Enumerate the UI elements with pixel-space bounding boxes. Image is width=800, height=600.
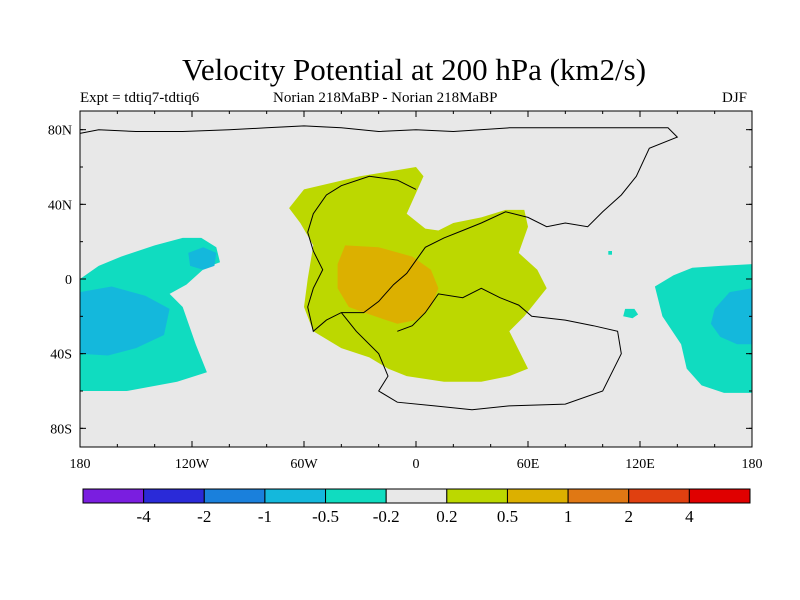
x-tick-label: 120W xyxy=(175,457,210,472)
experiment-label: Expt = tdtiq7-tdtiq6 xyxy=(80,90,200,106)
chart-title: Velocity Potential at 200 hPa (km2/s) xyxy=(181,52,647,87)
negative-small-patch-110e xyxy=(623,308,639,319)
colorbar-box xyxy=(567,488,630,504)
negative-tiny-patch-104e xyxy=(608,251,612,255)
colorbar-box xyxy=(506,488,569,504)
colorbar-box xyxy=(385,488,448,504)
y-tick-label: 80N xyxy=(48,124,72,139)
colorbar-label: 0.2 xyxy=(436,507,457,526)
colorbar-label: -4 xyxy=(137,507,152,526)
negative-west-pacific-core xyxy=(80,286,170,356)
y-tick-label: 0 xyxy=(65,273,72,288)
negative-east-edge-core xyxy=(710,288,752,345)
negative-small-cell-120w xyxy=(188,247,217,270)
colorbar-label: -0.2 xyxy=(373,507,400,526)
colorbar-box xyxy=(264,488,327,504)
colorbar-label: -2 xyxy=(197,507,211,526)
colorbar-box xyxy=(446,488,508,504)
colorbar-box xyxy=(143,488,205,504)
x-tick-label: 180 xyxy=(70,457,91,472)
colorbar-label: 2 xyxy=(624,507,633,526)
colorbar-box xyxy=(82,488,145,504)
colorbar-box xyxy=(628,488,690,504)
x-tick-label: 120E xyxy=(625,457,655,472)
colorbar-box xyxy=(688,488,751,504)
pangaea-outline xyxy=(79,125,679,333)
x-tick-label: 60E xyxy=(517,457,540,472)
y-tick-label: 40N xyxy=(48,198,72,213)
season-label: DJF xyxy=(722,90,748,106)
colorbar-label: 4 xyxy=(685,507,694,526)
southern-pangaea-outline xyxy=(340,287,622,411)
colorbar-label: 0.5 xyxy=(497,507,518,526)
period-label: Norian 218MaBP - Norian 218MaBP xyxy=(273,90,498,106)
y-tick-label: 40S xyxy=(50,348,72,363)
x-tick-label: 180 xyxy=(742,457,763,472)
x-tick-label: 0 xyxy=(413,457,420,472)
x-tick-label: 60W xyxy=(290,457,318,472)
colorbar-box xyxy=(325,488,387,504)
colorbar-label: 1 xyxy=(564,507,573,526)
colorbar-box xyxy=(203,488,266,504)
colorbar-label: -0.5 xyxy=(312,507,339,526)
y-tick-label: 80S xyxy=(50,422,72,437)
colorbar-label: -1 xyxy=(258,507,272,526)
